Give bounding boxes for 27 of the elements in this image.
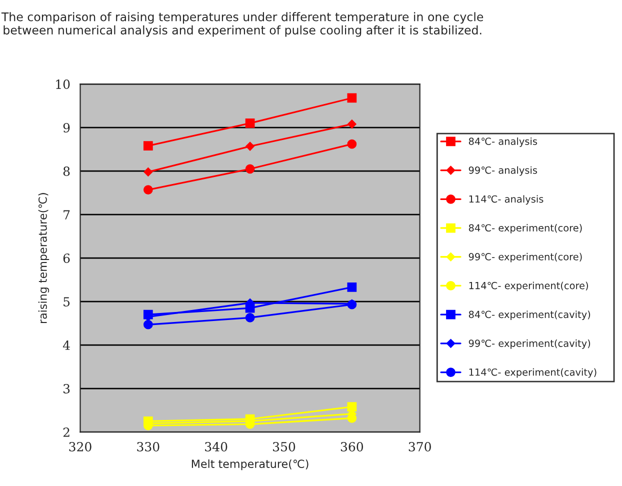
y-tick-label: 10 [56, 80, 70, 90]
y-tick-label: 5 [64, 297, 70, 306]
legend-label: 114℃- experiment(cavity) [469, 368, 596, 378]
x-tick-label: 370 [408, 442, 431, 452]
legend-label: 114℃- analysis [469, 195, 544, 205]
x-tick-label: 350 [273, 442, 296, 452]
y-axis-title: raising temperature(℃) [38, 193, 50, 324]
legend-label: 99℃- experiment(cavity) [468, 339, 590, 349]
x-tick-label: 330 [137, 442, 160, 452]
legend-label: 84℃- experiment(core) [468, 224, 582, 234]
x-tick-label: 360 [340, 442, 364, 452]
legend-label: 99℃- experiment(core) [468, 252, 582, 262]
y-tick-label: 4 [62, 340, 70, 350]
legend-label: 99℃- analysis [468, 166, 538, 176]
legend-label: 84℃- analysis [468, 137, 538, 147]
x-axis-title: Melt temperature(℃) [192, 459, 308, 470]
y-tick-label: 3 [64, 384, 70, 394]
y-tick-label: 7 [64, 210, 70, 220]
y-tick-label: 8 [63, 166, 70, 176]
x-tick-label: 320 [69, 442, 92, 452]
chart-title: The comparison of raising temperatures under different temperature in one cycle between numerical analysis and experiment of pulse cooling after it is stabilized. [1, 12, 484, 37]
y-tick-label: 2 [63, 428, 70, 437]
y-tick-label: 9 [63, 123, 70, 132]
legend-label: 84℃- experiment(cavity) [468, 310, 590, 320]
legend-label: 114℃- experiment(core) [469, 282, 588, 292]
y-tick-label: 6 [63, 254, 70, 263]
x-tick-label: 340 [205, 442, 228, 452]
